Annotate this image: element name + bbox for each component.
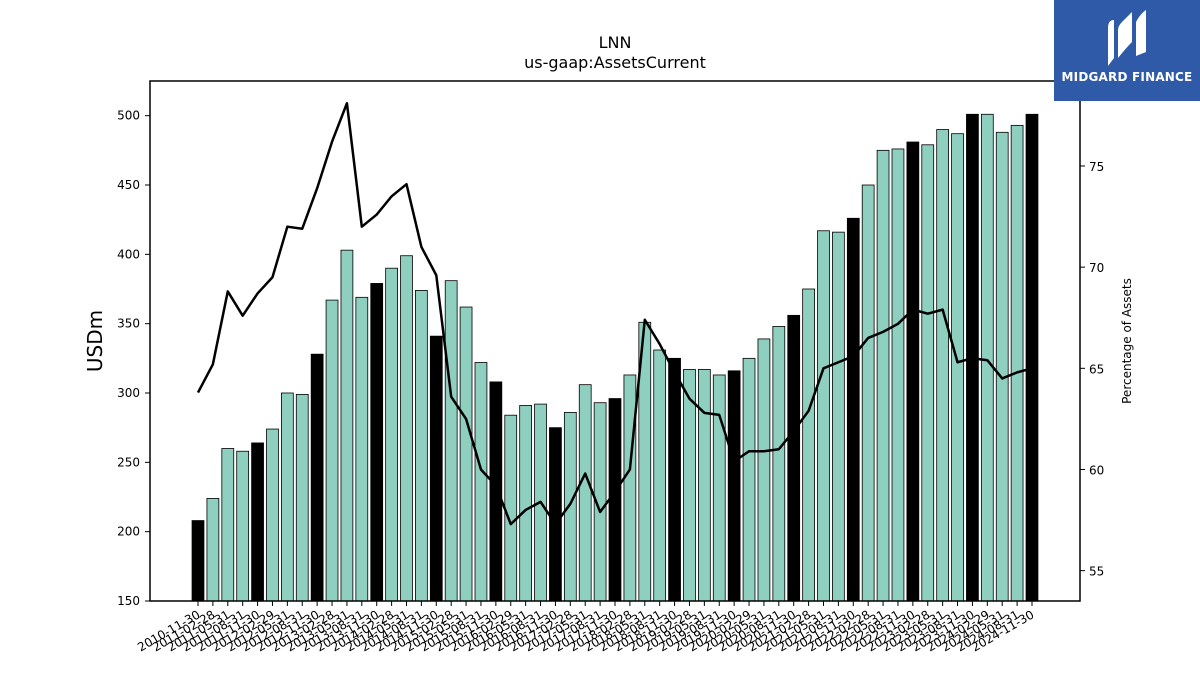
bar xyxy=(951,133,964,602)
bar xyxy=(861,184,875,602)
bar xyxy=(712,374,726,602)
bar xyxy=(236,450,250,602)
bar xyxy=(325,299,339,602)
bar xyxy=(653,349,667,602)
bar xyxy=(206,497,220,602)
bar xyxy=(921,144,935,602)
bar xyxy=(1025,113,1039,602)
bar xyxy=(578,384,592,602)
bar xyxy=(817,230,830,602)
y-tick-label: 450 xyxy=(117,178,140,192)
bar xyxy=(474,362,488,602)
bar xyxy=(757,338,771,602)
bar xyxy=(563,412,577,602)
percentage-line xyxy=(196,102,1033,526)
y-tick-label: 300 xyxy=(117,386,140,400)
bar xyxy=(698,369,711,602)
bar xyxy=(668,357,681,602)
bar xyxy=(221,448,235,602)
bar xyxy=(832,231,845,602)
y2-tick-label: 65 xyxy=(1089,362,1104,376)
bar xyxy=(891,148,905,602)
line-series xyxy=(196,102,1033,526)
y2-axis: 55 60 65 70 75 xyxy=(1080,160,1104,579)
bar xyxy=(995,131,1009,602)
bar xyxy=(266,428,279,602)
bar xyxy=(727,370,741,602)
y-tick-label: 250 xyxy=(117,455,140,469)
bar xyxy=(385,267,398,602)
chart-title: LNN xyxy=(599,33,632,52)
chart-subtitle: us-gaap:AssetsCurrent xyxy=(524,53,706,72)
bar xyxy=(906,141,920,602)
bar xyxy=(876,149,890,602)
bar xyxy=(742,357,756,602)
bar xyxy=(444,280,458,602)
y-tick-label: 500 xyxy=(117,109,140,123)
bar xyxy=(980,113,994,602)
y-tick-label: 200 xyxy=(117,525,140,539)
bar xyxy=(370,283,384,602)
bar xyxy=(504,414,518,602)
bar xyxy=(846,217,860,602)
bar xyxy=(310,353,324,602)
y-axis: 150 200 250 300 350 400 450 500 xyxy=(117,109,150,608)
y2-tick-label: 70 xyxy=(1089,261,1104,275)
bar xyxy=(459,306,473,602)
bar xyxy=(608,398,622,602)
y-tick-label: 150 xyxy=(117,594,140,608)
y2-tick-label: 55 xyxy=(1089,565,1104,579)
bar xyxy=(340,249,354,602)
bar xyxy=(772,326,786,602)
y-tick-label: 350 xyxy=(117,317,140,331)
bar xyxy=(1010,124,1024,602)
bar xyxy=(519,405,533,602)
bar xyxy=(355,296,369,602)
bar xyxy=(623,374,637,602)
y2-tick-label: 60 xyxy=(1089,463,1104,477)
y2-tick-label: 75 xyxy=(1089,160,1104,174)
bar xyxy=(489,381,503,602)
midgard-m-icon xyxy=(1108,10,1146,66)
y2-axis-label: Percentage of Assets xyxy=(1120,278,1134,404)
bar xyxy=(400,255,413,602)
bar xyxy=(295,393,309,602)
bar xyxy=(191,520,205,602)
brand-logo: MIDGARD FINANCE xyxy=(1054,0,1200,101)
y-axis-label: USDm xyxy=(83,310,107,372)
logo-text: MIDGARD FINANCE xyxy=(1061,70,1193,84)
bar xyxy=(936,129,950,602)
bar-series xyxy=(191,113,1039,602)
x-axis: 2010-11-302011-02-282011-05-312011-08-31… xyxy=(135,601,1037,654)
bar xyxy=(787,314,801,602)
bar xyxy=(429,335,443,602)
bar xyxy=(251,442,264,602)
bar xyxy=(415,289,428,602)
y-tick-label: 400 xyxy=(117,247,140,261)
bar xyxy=(549,427,562,602)
bar xyxy=(802,288,815,602)
bar xyxy=(280,392,294,602)
